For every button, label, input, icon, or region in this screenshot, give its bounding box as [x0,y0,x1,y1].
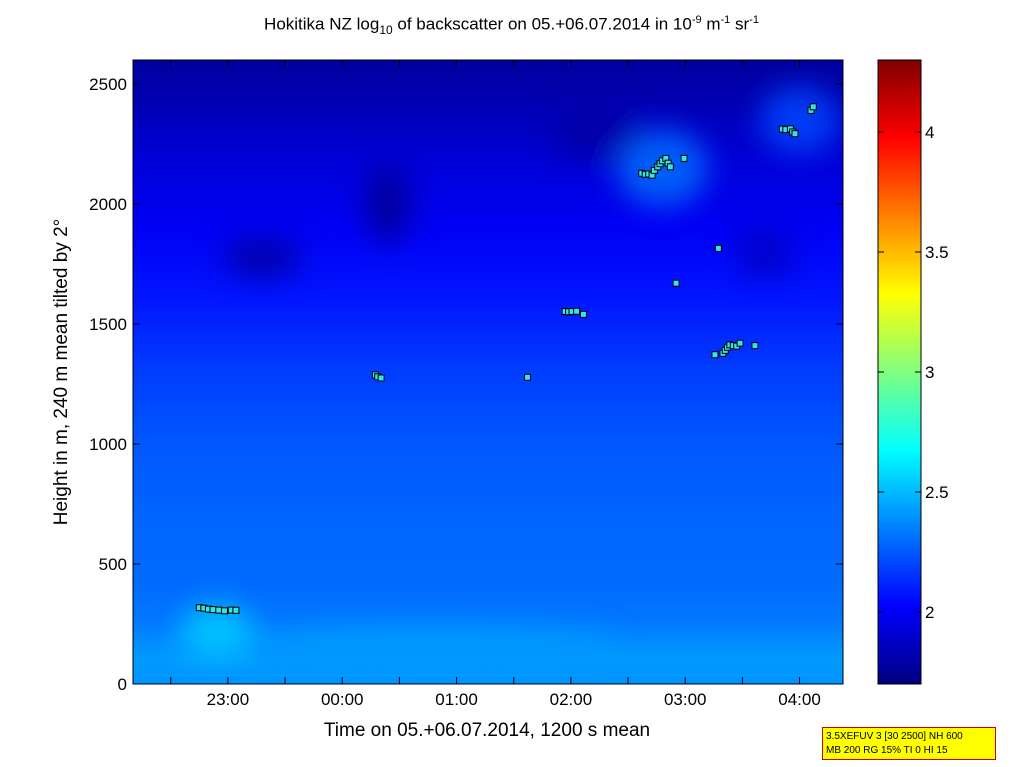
backscatter-features [179,86,840,660]
cloud-marker [573,307,581,315]
x-tick-label: 02:00 [550,690,593,709]
plot-frame [132,59,844,685]
y-tick-label: 2500 [89,75,127,94]
field-background [133,60,843,684]
backscatter-feature [250,626,617,660]
colorbar-ticks: 2 2.5 3 3.5 4 [878,123,949,622]
cloud-marker [791,130,799,138]
title-text: Hokitika NZ log [264,14,380,34]
cloud-marker [736,339,744,347]
cloud-marker [579,310,587,318]
title-subscript: 10 [379,23,393,38]
colorbar-tick-label: 3.5 [925,243,949,262]
cloud-marker [220,607,228,615]
cloud-marker [809,103,817,111]
colorbar-gradient [878,60,921,684]
cloud-marker [711,351,719,359]
backscatter-feature [759,86,840,154]
colorbar-tick-label: 3 [925,363,934,382]
y-axis-label: Height in m, 240 m mean tilted by 2° [51,219,72,525]
y-tick-label: 1500 [89,315,127,334]
x-tick-label: 01:00 [435,690,478,709]
title-text: of backscatter on 05.+06.07.2014 in 10 [392,14,692,34]
backscatter-feature [179,604,254,658]
x-tick-label: 03:00 [664,690,707,709]
y-tick-label: 1000 [89,435,127,454]
cloud-marker [672,279,680,287]
y-tick-label: 500 [99,555,127,574]
info-line-2: MB 200 RG 15% TI 0 HI 15 [826,745,948,756]
cloud-marker [680,154,688,162]
title-text: sr [730,14,750,34]
cloud-marker [232,606,240,614]
x-tick-label: 04:00 [778,690,821,709]
y-tick-label: 0 [118,675,127,694]
x-axis: 23:00 00:00 01:00 02:00 03:00 04:00 [170,60,821,709]
title-superscript: -9 [691,14,702,26]
y-axis: 0 500 1000 1500 2000 2500 [89,75,843,694]
cloud-marker [666,163,674,171]
backscatter-feature [616,129,709,207]
cloud-marker [209,606,217,614]
colorbar-tick-label: 2.5 [925,483,949,502]
backscatter-feature [736,225,794,279]
title-superscript: -1 [720,14,731,26]
info-line-1: 3.5XEFUV 3 [30 2500] NH 600 [826,731,963,742]
backscatter-feature [548,103,640,161]
colorbar-tick-label: 4 [925,123,934,142]
title-superscript: -1 [749,14,759,26]
plot-area [133,60,843,684]
x-tick-label: 23:00 [207,690,250,709]
cloud-marker [523,373,531,381]
info-box: 3.5XEFUV 3 [30 2500] NH 600 MB 200 RG 15… [822,727,996,760]
chart-title: Hokitika NZ log10 of backscatter on 05.+… [0,14,1023,37]
cloud-marker [751,342,759,350]
cloud-marker [215,606,223,614]
colorbar-tick-label: 2 [925,603,934,622]
x-axis-label: Time on 05.+06.07.2014, 1200 s mean [324,720,650,741]
cloud-markers [195,103,817,615]
cloud-marker [714,244,722,252]
backscatter-field [133,60,843,684]
colorbar: 2 2.5 3 3.5 4 [877,59,949,685]
x-tick-label: 00:00 [321,690,364,709]
backscatter-feature [222,235,303,279]
backscatter-feature [365,165,411,243]
y-tick-label: 2000 [89,195,127,214]
title-text: m [701,14,721,34]
cloud-marker [377,374,385,382]
